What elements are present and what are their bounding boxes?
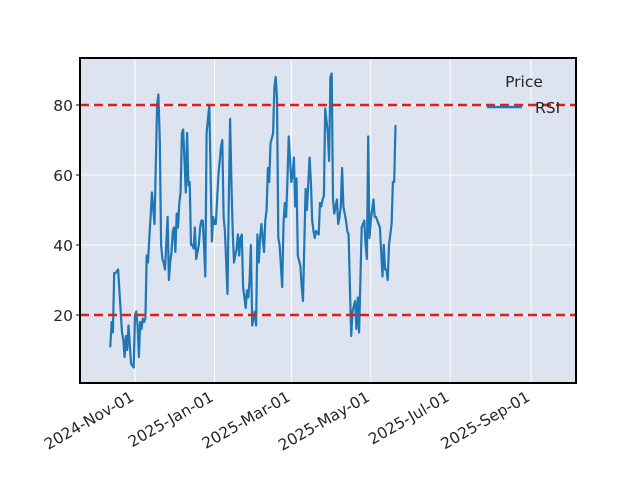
y-tick-label: 40 — [53, 237, 73, 255]
y-tick-label: 20 — [53, 307, 73, 325]
rsi-line — [109, 72, 397, 369]
y-tick-label: 80 — [53, 97, 73, 115]
legend-title: Price — [505, 73, 543, 91]
y-axis-tick-labels: 20 40 60 80 — [53, 97, 80, 325]
legend-rsi-label: RSI — [535, 99, 560, 117]
legend: Price RSI — [487, 73, 560, 117]
axes-frame — [79, 57, 577, 384]
x-tick-label: 2025-Sep-01 — [438, 388, 533, 453]
x-axis-tick-labels: 2024-Nov-012025-Jan-012025-Mar-012025-Ma… — [41, 388, 533, 455]
plot-area — [80, 58, 576, 383]
x-tick-label: 2024-Nov-01 — [41, 388, 137, 454]
y-tick-label: 60 — [53, 167, 73, 185]
reference-lines — [80, 103, 576, 317]
